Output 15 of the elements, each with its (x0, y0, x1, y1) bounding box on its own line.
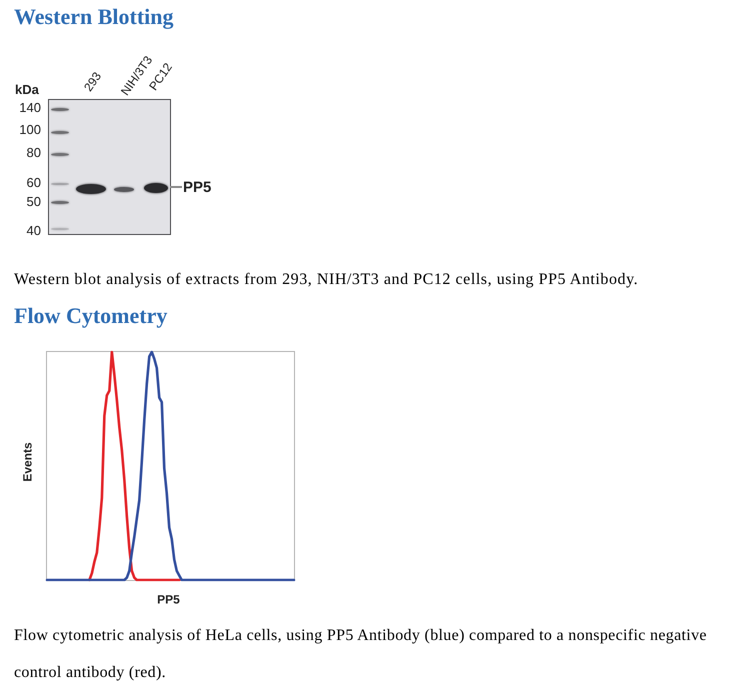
text: 80 (26, 144, 41, 160)
text: 60 (26, 174, 41, 190)
chart-title: Flow Cytometry (14, 303, 168, 329)
text: kDa (15, 82, 39, 97)
text: Western blot analysis of extracts from 293, NIH/3T3 and PC12 cells, using PP5 Antibody. (14, 270, 640, 290)
text: Western Blotting (14, 4, 174, 30)
category-label: 293 (81, 69, 105, 95)
text: 50 (26, 194, 41, 208)
text: 40 (26, 222, 41, 238)
text: 100 (19, 122, 41, 137)
y-axis-title: Events (20, 442, 34, 482)
text: Flow cytometric analysis of HeLa cells, using PP5 Antibody (blue) compared to a nonspecific negative control antibody (red). (14, 627, 707, 680)
text: 140 (19, 100, 41, 114)
text: PP5 (183, 179, 212, 196)
x-axis-title: PP5 (157, 592, 180, 606)
